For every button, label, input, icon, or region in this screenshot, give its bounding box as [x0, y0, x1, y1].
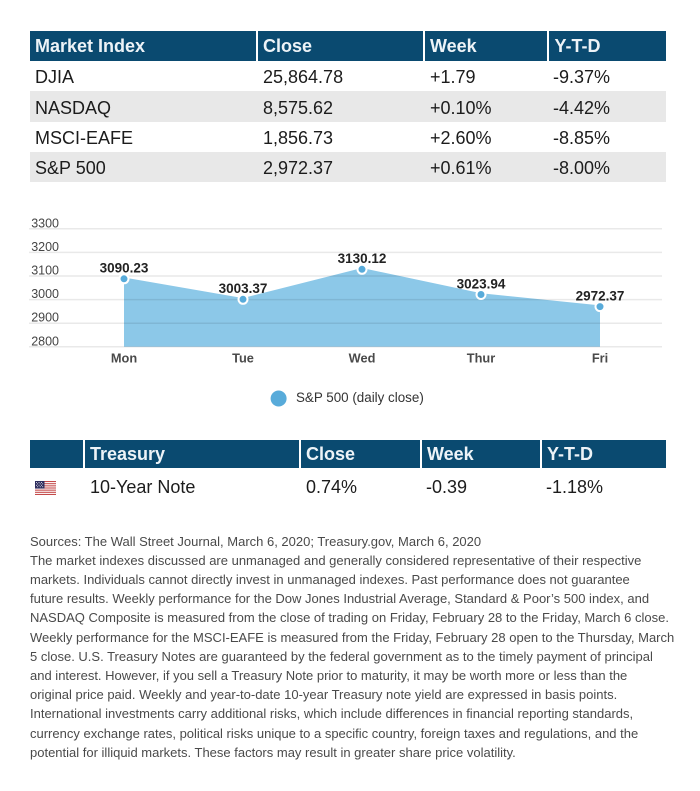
svg-text:3300: 3300 [31, 216, 59, 230]
svg-text:3090.23: 3090.23 [100, 261, 149, 276]
svg-text:2800: 2800 [31, 334, 59, 348]
svg-text:3023.94: 3023.94 [457, 276, 506, 291]
svg-text:3000: 3000 [31, 287, 59, 301]
svg-text:3200: 3200 [31, 240, 59, 254]
svg-text:2900: 2900 [31, 311, 59, 325]
svg-text:Fri: Fri [592, 351, 608, 366]
svg-text:Tue: Tue [232, 351, 254, 366]
svg-text:2972.37: 2972.37 [576, 288, 625, 303]
svg-text:3003.37: 3003.37 [219, 281, 268, 296]
svg-text:Wed: Wed [349, 351, 376, 366]
svg-text:Mon: Mon [111, 351, 137, 366]
svg-text:3100: 3100 [31, 264, 59, 278]
svg-text:Thur: Thur [467, 351, 495, 366]
svg-text:S&P 500 (daily close): S&P 500 (daily close) [296, 390, 424, 405]
svg-text:3130.12: 3130.12 [338, 251, 387, 266]
